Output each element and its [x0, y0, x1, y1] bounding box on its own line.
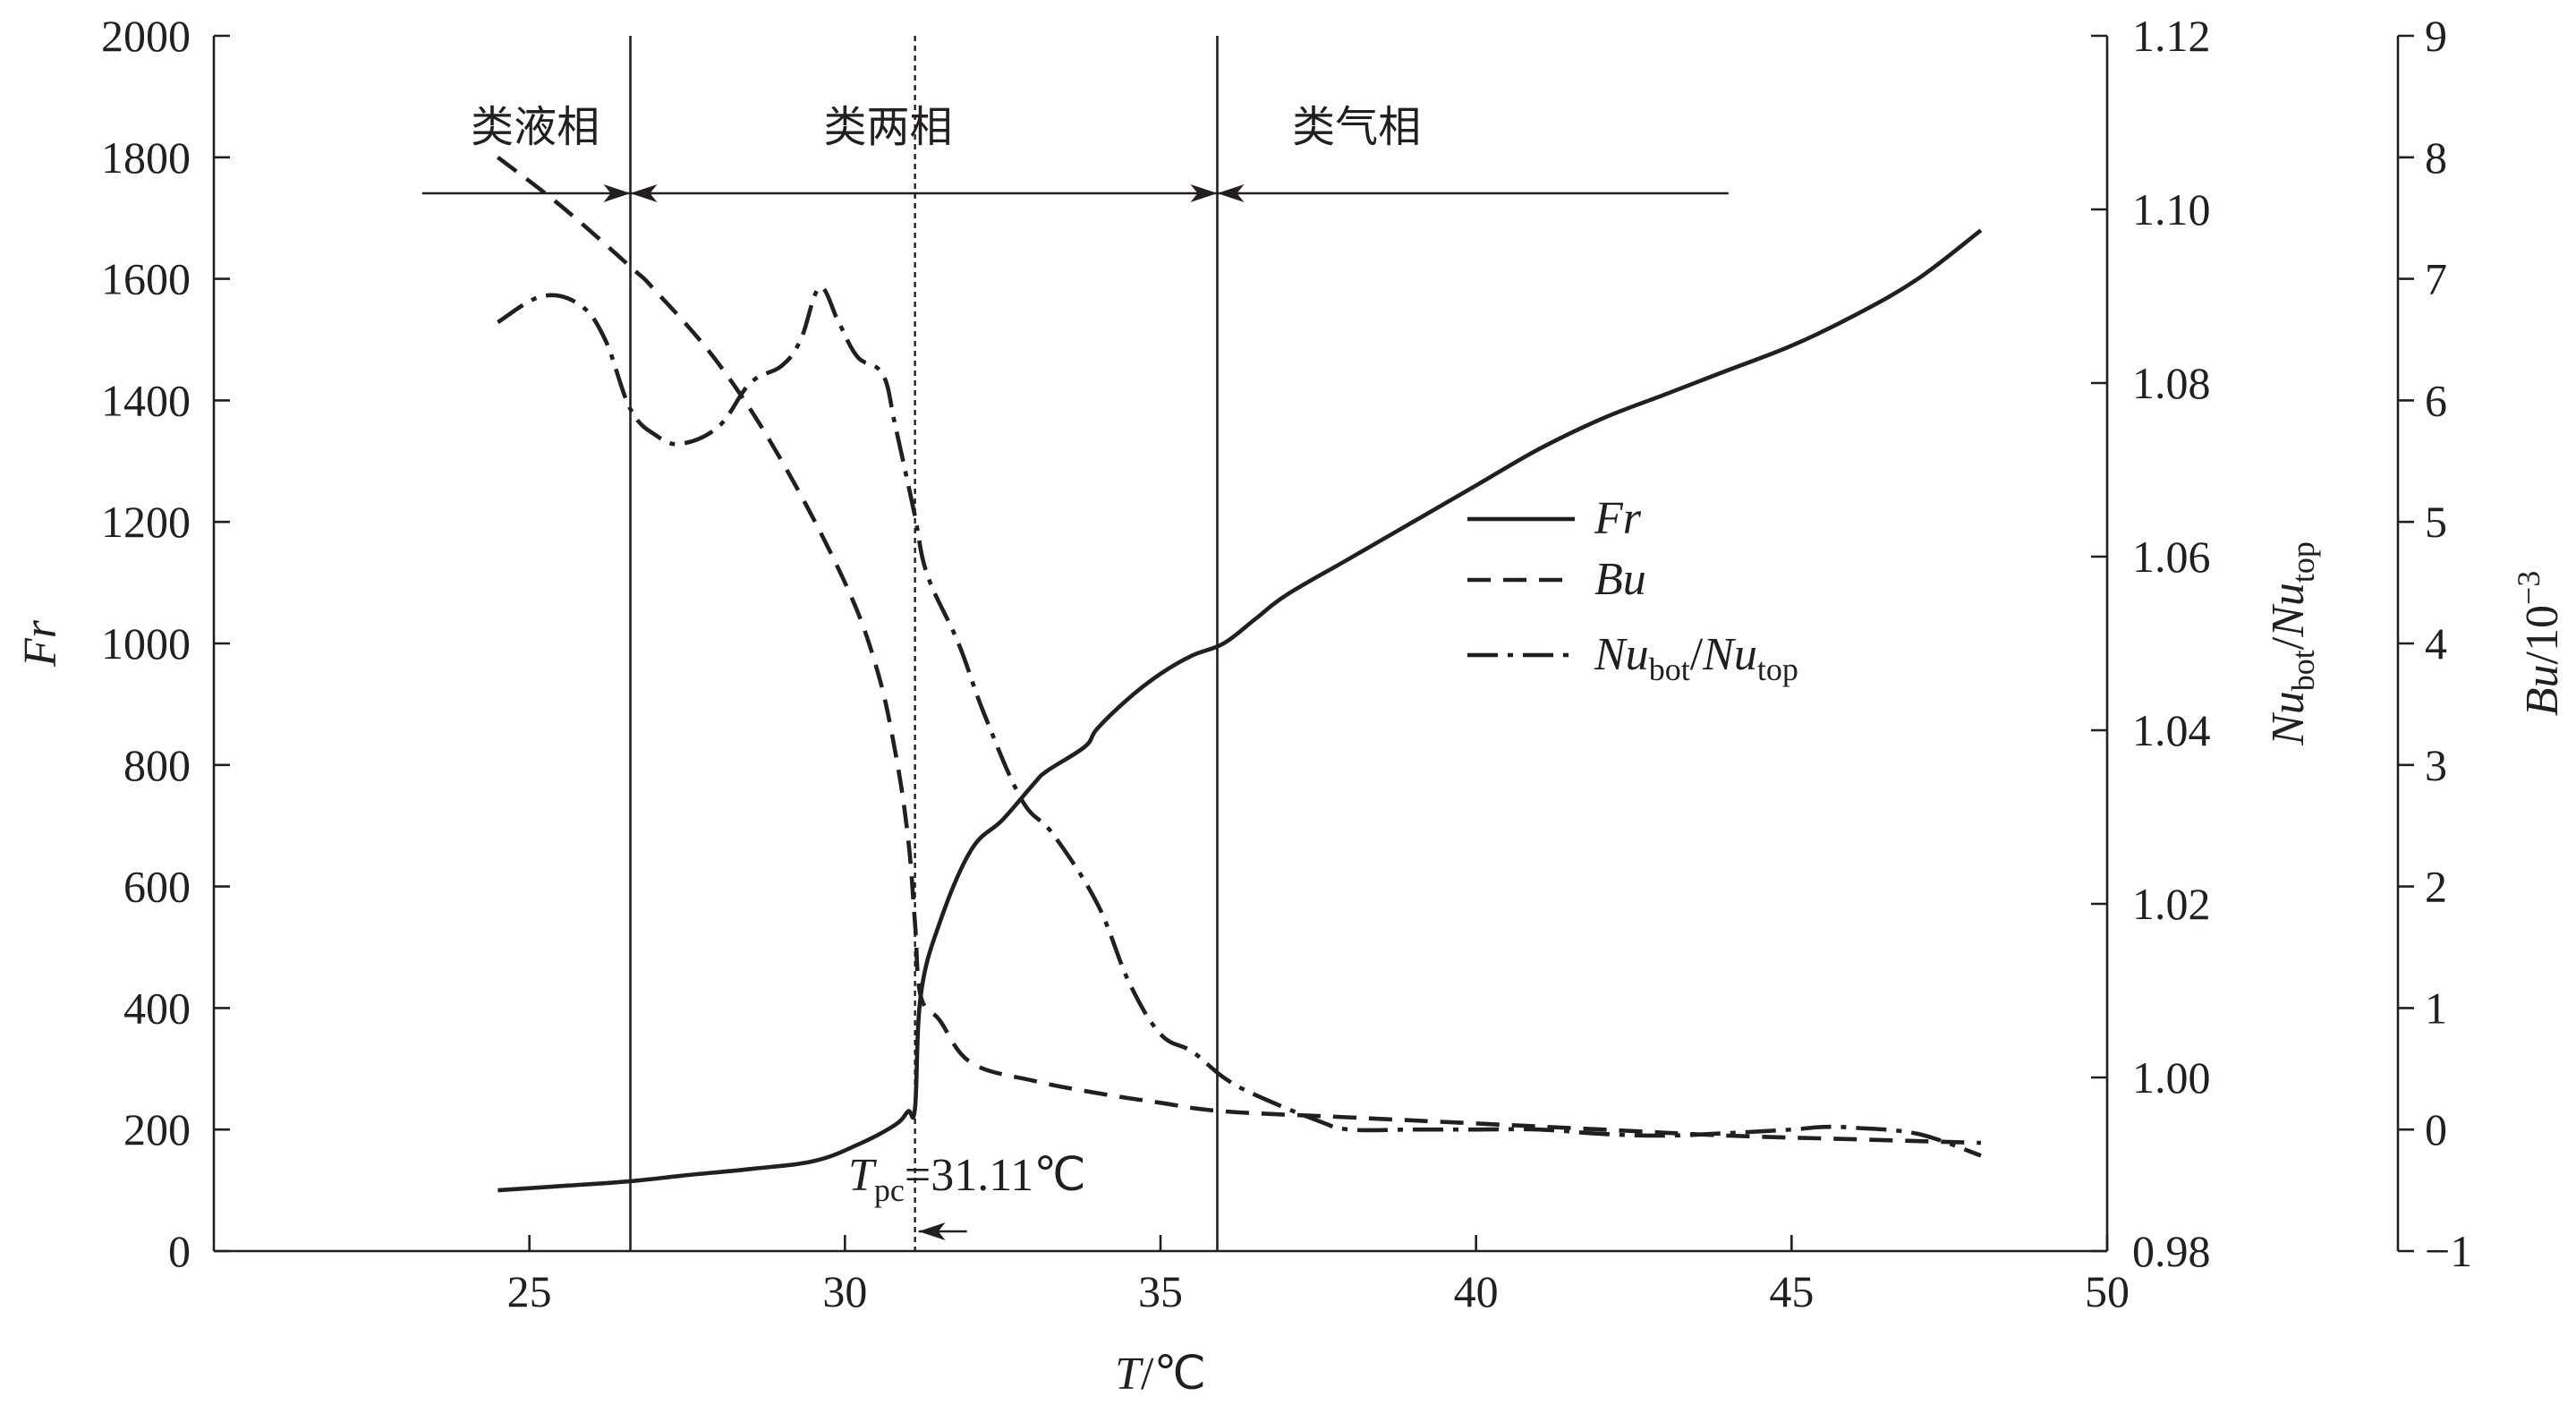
y-right1-tick-label: 1.00 [2132, 1052, 2211, 1103]
y-right2-tick-label: 5 [2425, 497, 2447, 547]
arrowhead [1217, 184, 1245, 202]
y-right2-tick-label: 6 [2425, 375, 2447, 425]
y-right1-title: Nubot/Nutop [2263, 541, 2321, 746]
x-tick-label: 50 [2085, 1266, 2130, 1316]
y-right1-tick-label: 1.10 [2132, 184, 2211, 234]
axes-layer: 25 30 35 40 45 500200400600800100012001400160… [15, 11, 2568, 1400]
x-tick-label: 35 [1138, 1266, 1183, 1316]
arrowhead [918, 1222, 946, 1240]
y-left-title: Fr [15, 619, 66, 668]
region-label: 类两相 [823, 102, 952, 152]
series-layer [496, 155, 1983, 1193]
y-left-tick-label: 800 [123, 740, 191, 790]
x-tick-label: 30 [822, 1266, 867, 1316]
region-label: 类液相 [471, 102, 599, 152]
annotation-layer: 类液相 类两相 类气相 Tpc=31.11℃ [421, 36, 1729, 1251]
series-fr-line [497, 228, 1983, 1193]
series-nu-ratio-line [497, 285, 1982, 1158]
x-tick-label: 40 [1454, 1266, 1499, 1316]
y-left-tick-label: 600 [123, 862, 191, 912]
y-left-tick-label: 1400 [101, 375, 191, 425]
y-left-tick-label: 400 [123, 983, 191, 1033]
y-left-tick-label: 200 [123, 1104, 191, 1154]
y-right2-tick-label: 7 [2425, 254, 2447, 304]
y-right2-title: Bu/10−3 [2511, 571, 2568, 717]
legend: Fr Bu Nubot/Nutop [1467, 493, 1798, 687]
y-right1-tick-label: 0.98 [2132, 1226, 2211, 1276]
y-right2-tick-label: 8 [2425, 132, 2447, 183]
tpc-label: Tpc=31.11℃ [848, 1150, 1086, 1208]
y-left-tick-label: 1800 [101, 132, 191, 183]
series-bu-line [496, 155, 1981, 1145]
arrowhead [603, 184, 631, 202]
y-left-tick-label: 1200 [101, 497, 191, 547]
legend-label: Fr [1594, 493, 1642, 544]
y-left-tick-label: 2000 [101, 11, 191, 61]
legend-label: Nubot/Nutop [1594, 629, 1798, 687]
legend-label: Bu [1594, 554, 1646, 605]
y-right1-tick-label: 1.08 [2132, 358, 2211, 408]
region-label: 类气相 [1292, 102, 1421, 152]
y-right2-tick-label: 2 [2425, 862, 2447, 912]
y-right1-tick-label: 1.12 [2132, 11, 2211, 61]
arrowhead [630, 184, 658, 202]
y-right2-tick-label: 4 [2425, 618, 2447, 668]
y-right2-tick-label: 3 [2425, 740, 2447, 790]
y-right2-tick-label: −1 [2425, 1226, 2472, 1276]
y-right2-tick-label: 9 [2425, 11, 2447, 61]
y-right2-tick-label: 0 [2425, 1104, 2447, 1154]
x-tick-label: 25 [507, 1266, 552, 1316]
x-tick-label: 45 [1769, 1266, 1814, 1316]
x-axis-title: T/℃ [1115, 1349, 1206, 1400]
y-right2-tick-label: 1 [2425, 983, 2447, 1033]
y-left-tick-label: 0 [168, 1226, 191, 1276]
y-right1-tick-label: 1.04 [2132, 705, 2211, 755]
y-left-tick-label: 1600 [101, 254, 191, 304]
y-right1-tick-label: 1.06 [2132, 532, 2211, 582]
arrowhead [1190, 184, 1218, 202]
y-right1-tick-label: 1.02 [2132, 879, 2211, 929]
y-left-tick-label: 1000 [101, 618, 191, 668]
